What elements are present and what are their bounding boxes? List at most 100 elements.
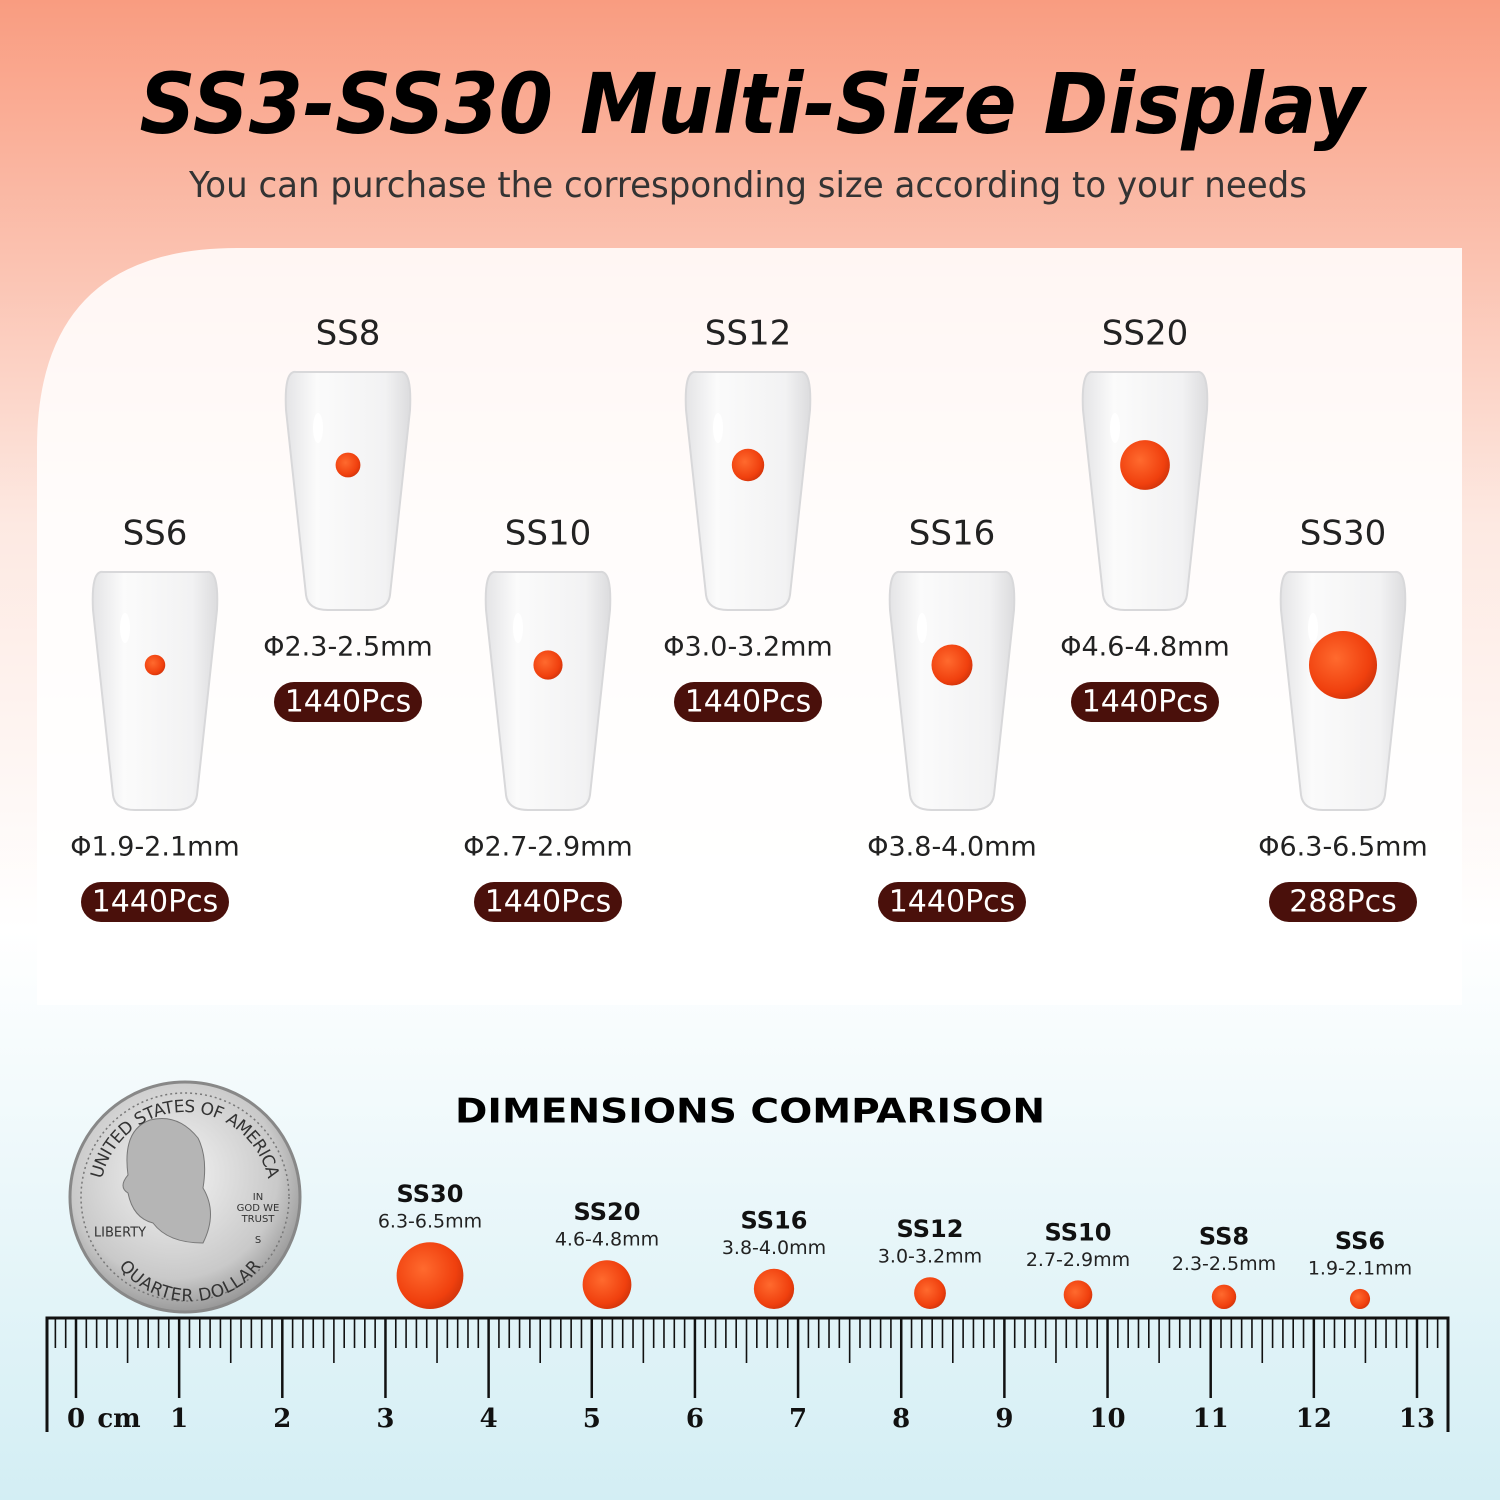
count-pill [878, 882, 1026, 922]
nail-shape [1081, 370, 1209, 611]
rhinestone [731, 448, 765, 482]
size-label: SS6 [123, 514, 188, 554]
diameter-label: 3.0-3.2mm [878, 1246, 982, 1268]
rhinestone [533, 650, 563, 680]
diameter-label: 6.3-6.5mm [378, 1211, 482, 1233]
ruler-label: 7 [789, 1404, 807, 1434]
coin-motto: GOD WE [237, 1203, 280, 1214]
diameter-label: Φ3.0-3.2mm [663, 632, 832, 663]
ruler-label: 12 [1296, 1404, 1332, 1434]
ruler-label: 10 [1089, 1404, 1125, 1434]
size-label: SS30 [1300, 514, 1386, 554]
title: SS3-SS30 Multi-Size Display [140, 55, 1368, 153]
diameter-label: Φ2.7-2.9mm [463, 832, 632, 863]
comparison-title: DIMENSIONS COMPARISON [455, 1092, 1045, 1132]
diameter-label: Φ1.9-2.1mm [70, 832, 239, 863]
ruler-label: 11 [1193, 1404, 1229, 1434]
nail [888, 570, 1016, 811]
coin: UNITED STATES OF AMERICA QUARTER DOLLAR … [68, 1080, 302, 1314]
diameter-label: Φ6.3-6.5mm [1258, 832, 1427, 863]
rhinestone [335, 452, 361, 478]
nail-shape [284, 370, 412, 611]
coin-motto: IN [253, 1192, 263, 1203]
ruler-label: 0 [67, 1404, 85, 1434]
nail-shine [313, 413, 323, 443]
diameter-label: Φ4.6-4.8mm [1060, 632, 1229, 663]
rhinestone [582, 1260, 632, 1309]
size-label: SS12 [705, 314, 791, 354]
ruler-label: 5 [583, 1404, 601, 1434]
coin-portrait [122, 1118, 211, 1244]
count-label: 1440Pcs [485, 885, 612, 920]
rhinestone [1349, 1288, 1371, 1310]
nail-shine [1110, 413, 1120, 443]
diameter-label: 2.7-2.9mm [1026, 1249, 1130, 1271]
nail-shine [713, 413, 723, 443]
nail-shine [120, 613, 130, 643]
nail [1279, 570, 1407, 811]
rhinestone [1120, 440, 1170, 490]
ruler-label: 8 [892, 1404, 910, 1434]
diameter-label: 3.8-4.0mm [722, 1237, 826, 1259]
rhinestone [931, 644, 973, 686]
nail-shine [917, 613, 927, 643]
nail-shape [484, 570, 612, 811]
count-pill [1269, 882, 1417, 922]
subtitle: You can purchase the corresponding size … [188, 165, 1307, 206]
rhinestone [1211, 1284, 1237, 1310]
diameter-label: 4.6-4.8mm [555, 1229, 659, 1251]
nail-shape [888, 570, 1016, 811]
ruler-unit: cm [97, 1404, 140, 1434]
panel [37, 248, 1462, 1005]
count-label: 1440Pcs [285, 685, 412, 720]
ruler-label: 4 [480, 1404, 498, 1434]
count-label: 288Pcs [1289, 885, 1396, 920]
size-label: SS8 [316, 314, 381, 354]
coin-liberty: LIBERTY [94, 1226, 146, 1241]
ruler-label: 2 [273, 1404, 291, 1434]
ruler-label: 1 [170, 1404, 188, 1434]
count-pill [674, 682, 822, 722]
rhinestone [1308, 630, 1378, 700]
coin-rim [80, 1092, 290, 1302]
rhinestone [396, 1242, 464, 1309]
size-label: SS12 [897, 1215, 964, 1243]
ruler-label: 9 [995, 1404, 1013, 1434]
diameter-label: Φ2.3-2.5mm [263, 632, 432, 663]
coin-mint: S [255, 1235, 261, 1246]
count-label: 1440Pcs [92, 885, 219, 920]
size-label: SS10 [505, 514, 591, 554]
ruler-label: 6 [686, 1404, 704, 1434]
ruler-label: 13 [1399, 1404, 1435, 1434]
size-label: SS8 [1199, 1223, 1249, 1251]
nail-shape [91, 570, 219, 811]
rhinestone [914, 1277, 946, 1309]
count-pill [1071, 682, 1219, 722]
size-label: SS10 [1045, 1218, 1112, 1246]
count-pill [274, 682, 422, 722]
ruler-frame [45, 1316, 1450, 1432]
count-pill [474, 882, 622, 922]
nail-shine [1308, 613, 1318, 643]
rhinestone [1063, 1280, 1093, 1309]
count-label: 1440Pcs [685, 685, 812, 720]
nail [1081, 370, 1209, 611]
size-label: SS6 [1335, 1227, 1385, 1255]
diameter-label: Φ3.8-4.0mm [867, 832, 1036, 863]
nail [91, 570, 219, 811]
rhinestone [144, 654, 166, 676]
count-label: 1440Pcs [889, 885, 1016, 920]
coin-motto: TRUST [241, 1214, 276, 1225]
nail [684, 370, 812, 611]
nail [484, 570, 612, 811]
nail [284, 370, 412, 611]
size-label: SS20 [574, 1198, 641, 1226]
size-label: SS16 [741, 1207, 808, 1235]
count-label: 1440Pcs [1082, 685, 1209, 720]
size-label: SS16 [909, 514, 995, 554]
diameter-label: 1.9-2.1mm [1308, 1257, 1412, 1279]
nail-shine [513, 613, 523, 643]
size-label: SS20 [1102, 314, 1188, 354]
